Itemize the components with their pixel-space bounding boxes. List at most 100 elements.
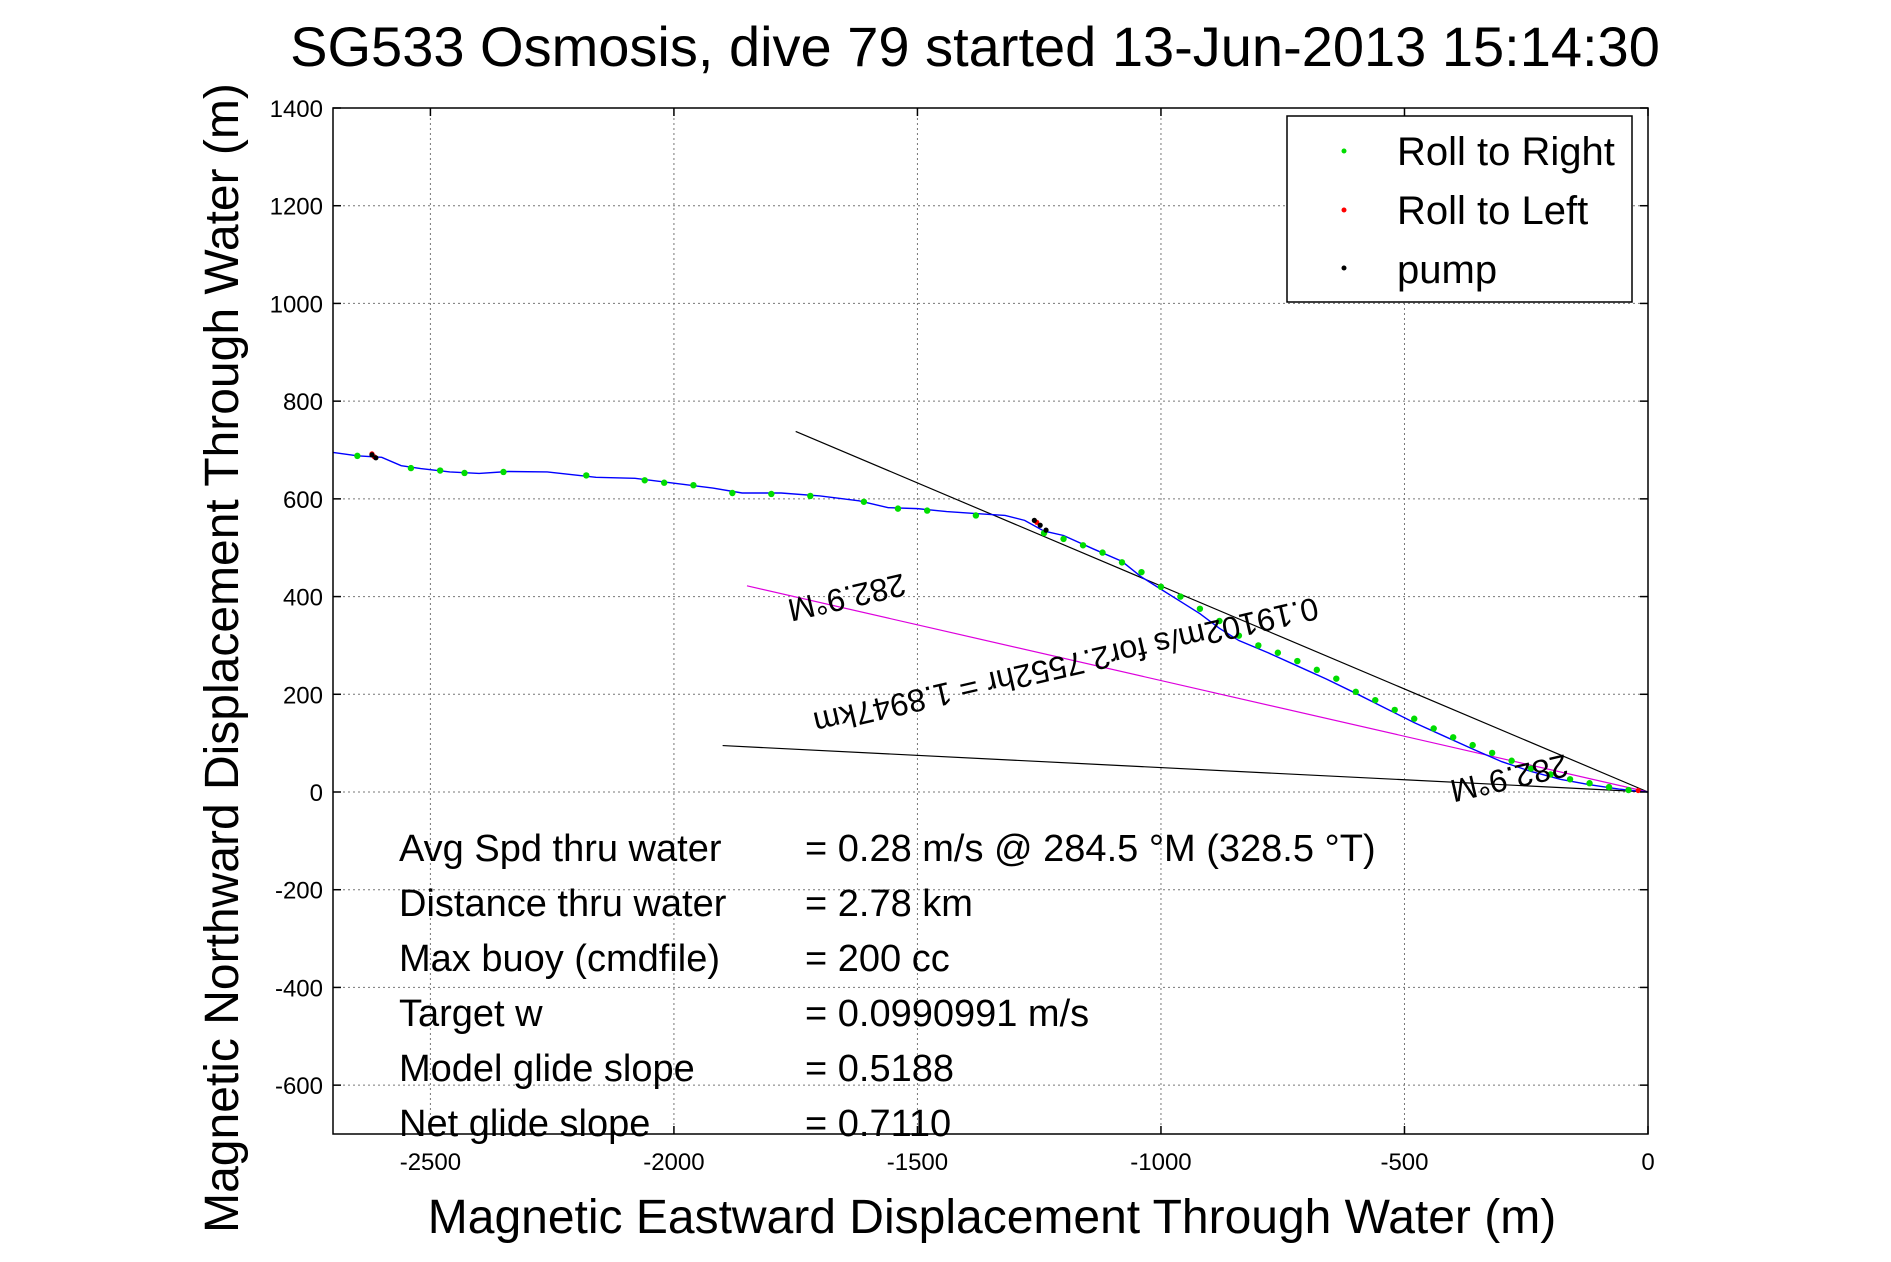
x-axis-label: Magnetic Eastward Displacement Through W… (428, 1191, 1556, 1244)
y-tick-label: 1400 (270, 96, 323, 123)
y-tick-label: -200 (275, 878, 323, 905)
roll-right-point (923, 507, 931, 514)
roll-right-point (354, 452, 361, 460)
roll-right-point (1411, 715, 1418, 722)
tick-labels: -2500 -2000 -1500 -1000 -500 0-600-400-200020… (270, 96, 1655, 1176)
stat-label-distance: Distance thru water (399, 883, 727, 925)
y-tick-label: 1200 (270, 194, 323, 221)
stats-block: Avg Spd thru water = 0.28 m/s @ 284.5 °M… (399, 828, 1376, 1145)
roll-right-point (407, 464, 415, 472)
course-annotation: 0.19102m/s for2.7552hr = 1.8947km (810, 590, 1322, 741)
stat-label-target-w: Target w (399, 993, 543, 1035)
roll-right-point (1333, 675, 1340, 682)
stat-value-distance: = 2.78 km (805, 883, 973, 925)
stat-value-net-glide: = 0.7110 (805, 1103, 951, 1145)
roll-right-point (1566, 776, 1574, 783)
roll-right-point (894, 505, 902, 512)
roll-right-point (1118, 559, 1126, 566)
roll-right-point (1391, 706, 1398, 714)
roll-right-point (1372, 696, 1379, 704)
course-line (746, 585, 1649, 793)
roll-right-point (1313, 666, 1321, 674)
roll-right-point (500, 468, 507, 476)
roll-right-point (1527, 765, 1535, 772)
roll-right-point (729, 489, 736, 497)
y-tick-label: 600 (283, 487, 323, 514)
roll-right-point (436, 467, 444, 474)
stat-label-net-glide: Net glide slope (399, 1103, 650, 1145)
y-tick-label: 0 (310, 780, 323, 807)
roll-right-point (972, 512, 980, 519)
roll-right-point (1235, 632, 1243, 639)
roll-right-point (461, 469, 468, 477)
y-tick-label: 400 (283, 585, 323, 612)
pump-point (373, 455, 379, 461)
roll-right-point (768, 490, 775, 498)
y-axis-label: Magnetic Northward Displacement Through … (196, 83, 249, 1233)
bound-line (722, 744, 1649, 793)
roll-right-point (660, 479, 668, 486)
roll-right-point (1274, 649, 1282, 656)
x-tick-label: -500 (1380, 1149, 1428, 1176)
roll-right-point (583, 472, 590, 479)
roll-right-point (1430, 725, 1437, 732)
pump-point (1043, 527, 1049, 533)
roll-right-point (1060, 535, 1067, 543)
pump-point (1031, 517, 1037, 523)
legend-label-roll-left: Roll to Left (1397, 189, 1588, 233)
roll-right-point (807, 492, 814, 500)
roll-right-point (1294, 657, 1301, 665)
legend-marker-pump (1341, 265, 1347, 271)
roll-right-point (1079, 542, 1087, 549)
stat-value-max-buoy: = 200 cc (805, 938, 950, 980)
x-tick-label: -1500 (887, 1149, 948, 1176)
roll-right-point (1547, 771, 1554, 778)
y-tick-label: 1000 (270, 291, 323, 318)
roll-right-point (860, 498, 868, 505)
track-line (332, 451, 1649, 793)
legend-label-roll-right: Roll to Right (1397, 130, 1615, 174)
roll-right-point (1352, 688, 1359, 696)
stat-label-max-buoy: Max buoy (cmdfile) (399, 938, 720, 980)
roll-right-point (1138, 568, 1145, 576)
pump-point (369, 452, 375, 458)
y-tick-label: 800 (283, 389, 323, 416)
stat-label-avg-speed: Avg Spd thru water (399, 828, 722, 870)
roll-right-point (1216, 617, 1223, 625)
bound-line (795, 430, 1649, 793)
axes-frame (332, 107, 1649, 1135)
roll-right-point (1177, 593, 1184, 600)
roll-right-point (1099, 549, 1106, 556)
legend-marker-roll-left (1341, 207, 1347, 213)
stat-value-avg-speed: = 0.28 m/s @ 284.5 °M (328.5 °T) (805, 828, 1376, 870)
x-tick-label: -2500 (400, 1149, 461, 1176)
y-tick-label: -600 (275, 1073, 323, 1100)
roll-right-point (690, 481, 697, 489)
roll-right-point (1488, 749, 1496, 757)
stat-label-model-glide: Model glide slope (399, 1048, 695, 1090)
x-tick-label: 0 (1641, 1149, 1654, 1176)
stat-value-model-glide: = 0.5188 (805, 1048, 954, 1090)
roll-right-point (1449, 734, 1457, 741)
annotations: 282.9°M 0.19102m/s for2.7552hr = 1.8947km… (785, 567, 1572, 810)
course-annotation: 282.9°M (1447, 747, 1572, 809)
roll-right-point (1625, 786, 1632, 794)
legend: Roll to Right Roll to Left pump (1286, 115, 1633, 303)
stat-value-target-w: = 0.0990991 m/s (805, 993, 1089, 1035)
roll-right-point (1196, 605, 1204, 612)
x-tick-label: -1000 (1130, 1149, 1191, 1176)
roll-right-point (1586, 780, 1593, 787)
pump-point (1037, 522, 1043, 528)
legend-label-pump: pump (1397, 248, 1497, 292)
roll-right-point (1157, 583, 1165, 590)
roll-right-point (1255, 642, 1262, 649)
chart-title: SG533 Osmosis, dive 79 started 13-Jun-20… (290, 15, 1660, 78)
plot-area (332, 430, 1649, 794)
x-tick-label: -2000 (643, 1149, 704, 1176)
roll-right-point (1469, 741, 1476, 749)
roll-right-point (641, 477, 648, 484)
roll-right-point (1605, 783, 1613, 791)
y-tick-label: -400 (275, 975, 323, 1002)
roll-right-point (1508, 757, 1515, 764)
